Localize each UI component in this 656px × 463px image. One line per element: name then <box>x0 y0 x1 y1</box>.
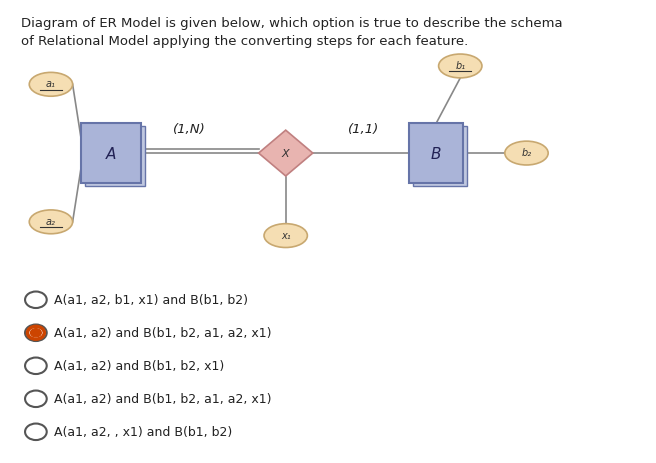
Text: (1,1): (1,1) <box>348 122 380 136</box>
Circle shape <box>25 358 47 374</box>
Text: A(a1, a2) and B(b1, b2, a1, a2, x1): A(a1, a2) and B(b1, b2, a1, a2, x1) <box>54 393 272 406</box>
Text: x₁: x₁ <box>281 230 291 240</box>
Circle shape <box>25 391 47 407</box>
Text: A(a1, a2, b1, x1) and B(b1, b2): A(a1, a2, b1, x1) and B(b1, b2) <box>54 294 248 307</box>
Polygon shape <box>258 131 313 176</box>
Ellipse shape <box>30 211 73 234</box>
Text: Diagram of ER Model is given below, which option is true to describe the schema
: Diagram of ER Model is given below, whic… <box>21 17 562 47</box>
FancyBboxPatch shape <box>409 124 463 183</box>
Text: (1,N): (1,N) <box>173 122 206 136</box>
Text: A(a1, a2, , x1) and B(b1, b2): A(a1, a2, , x1) and B(b1, b2) <box>54 425 232 438</box>
Text: a₁: a₁ <box>46 79 56 89</box>
Text: A(a1, a2) and B(b1, b2, x1): A(a1, a2) and B(b1, b2, x1) <box>54 359 224 372</box>
Ellipse shape <box>264 224 308 248</box>
Circle shape <box>30 329 41 337</box>
Circle shape <box>25 424 47 440</box>
FancyBboxPatch shape <box>413 127 467 186</box>
Circle shape <box>25 292 47 308</box>
FancyBboxPatch shape <box>85 127 145 186</box>
Circle shape <box>25 325 47 341</box>
Text: X: X <box>282 149 289 159</box>
Ellipse shape <box>30 73 73 97</box>
Ellipse shape <box>505 142 548 166</box>
Text: a₂: a₂ <box>46 216 56 226</box>
FancyBboxPatch shape <box>81 124 141 183</box>
Ellipse shape <box>439 55 482 79</box>
Text: A(a1, a2) and B(b1, b2, a1, a2, x1): A(a1, a2) and B(b1, b2, a1, a2, x1) <box>54 326 272 339</box>
Text: B: B <box>431 146 441 161</box>
Text: b₁: b₁ <box>455 61 465 71</box>
Text: b₂: b₂ <box>522 148 531 158</box>
Text: A: A <box>106 146 116 161</box>
